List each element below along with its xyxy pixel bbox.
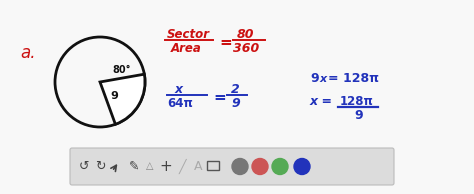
Wedge shape: [100, 74, 145, 124]
Circle shape: [272, 158, 288, 174]
Text: A: A: [194, 160, 202, 173]
Bar: [207, 160, 219, 170]
Text: ╱: ╱: [178, 159, 186, 174]
Text: 64π: 64π: [167, 97, 193, 110]
FancyBboxPatch shape: [70, 148, 394, 185]
Text: 9: 9: [231, 97, 240, 110]
Text: x =: x =: [310, 95, 333, 108]
Text: x: x: [175, 83, 183, 96]
Text: 9: 9: [110, 91, 118, 101]
Text: +: +: [160, 159, 173, 174]
Text: =: =: [219, 35, 232, 50]
Text: 2: 2: [231, 83, 240, 96]
Text: a.: a.: [20, 44, 36, 62]
Text: △: △: [146, 161, 154, 171]
Text: 128π: 128π: [340, 95, 374, 108]
Text: x: x: [319, 74, 326, 84]
Text: = 128π: = 128π: [328, 72, 379, 85]
Text: 9: 9: [354, 109, 363, 122]
Circle shape: [294, 158, 310, 174]
Text: ↻: ↻: [95, 160, 105, 173]
Text: 80°: 80°: [112, 65, 131, 75]
Text: 9: 9: [310, 72, 319, 85]
Text: ↺: ↺: [79, 160, 89, 173]
Circle shape: [232, 158, 248, 174]
Text: Area: Area: [171, 42, 202, 55]
Text: Sector: Sector: [167, 28, 210, 41]
Circle shape: [252, 158, 268, 174]
Text: ✎: ✎: [129, 160, 139, 173]
Text: =: =: [213, 90, 226, 105]
Text: 360: 360: [233, 42, 259, 55]
Text: 80: 80: [237, 28, 255, 41]
